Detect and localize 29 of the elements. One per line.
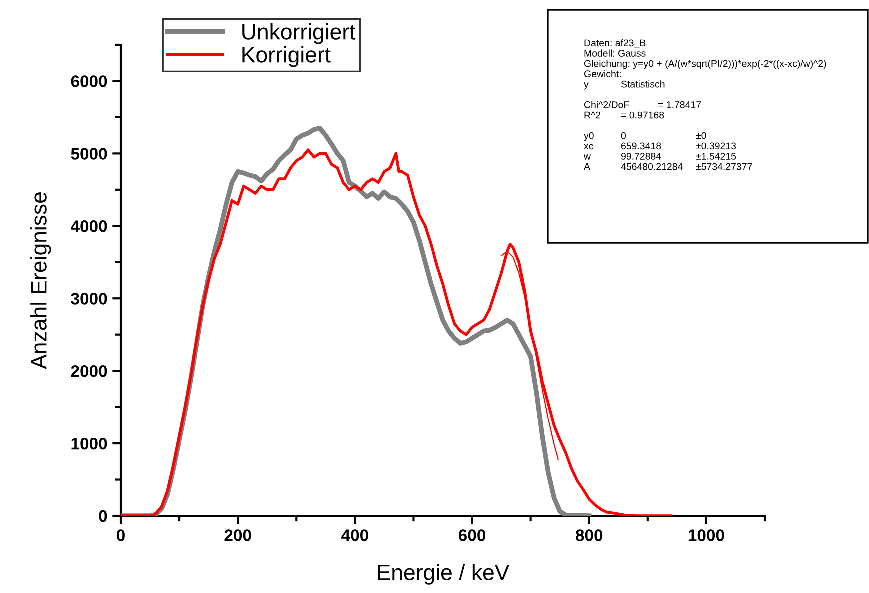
annotation: Modell: Gauss — [584, 50, 646, 57]
x-tick-label: 800 — [576, 530, 603, 542]
x-tick-label: 600 — [458, 530, 486, 542]
x-tick-label: 200 — [224, 530, 252, 542]
text: w 99.72884 ±1.54215 — [584, 153, 736, 160]
x-tick-label: 400 — [342, 530, 368, 542]
annotation: Daten: af23_B — [584, 39, 646, 48]
text: xc 659.3418 ±0.39213 — [584, 142, 736, 150]
text: Chi^2/DoF = 1.78417 — [584, 101, 702, 108]
text: y0 0 ±0 — [584, 132, 706, 142]
text: R^2 = 0.97168 — [584, 112, 664, 119]
annotation: Gewicht: — [584, 70, 621, 78]
text: y Statistisch — [584, 80, 665, 90]
y-tick-label: 3000 — [71, 293, 108, 305]
x-tick-label: 1000 — [688, 530, 724, 542]
y-tick-label: 6000 — [71, 76, 108, 88]
y-axis-title: Anzahl Ereignisse — [30, 192, 52, 370]
y-tick-label: 5000 — [71, 148, 108, 160]
x-tick-label: 0 — [117, 530, 125, 542]
y-tick-label: 0 — [99, 510, 108, 522]
y-tick-label: 2000 — [71, 365, 108, 378]
legend-label: Korrigiert — [242, 46, 331, 68]
text: A 456480.21284 ±5734.27377 — [584, 163, 752, 170]
line-series — [500, 250, 559, 460]
y-tick-label: 4000 — [70, 220, 108, 232]
y-tick-label: 1000 — [72, 438, 108, 450]
legend-label: Unkorrigiert — [242, 24, 356, 44]
x-axis-title: Energie / keV — [378, 564, 510, 585]
annotation: Gleichung: y=y0 + (A/(w*sqrt(PI/2)))*exp(-2*((x-xc)/w)^2) — [584, 60, 826, 70]
